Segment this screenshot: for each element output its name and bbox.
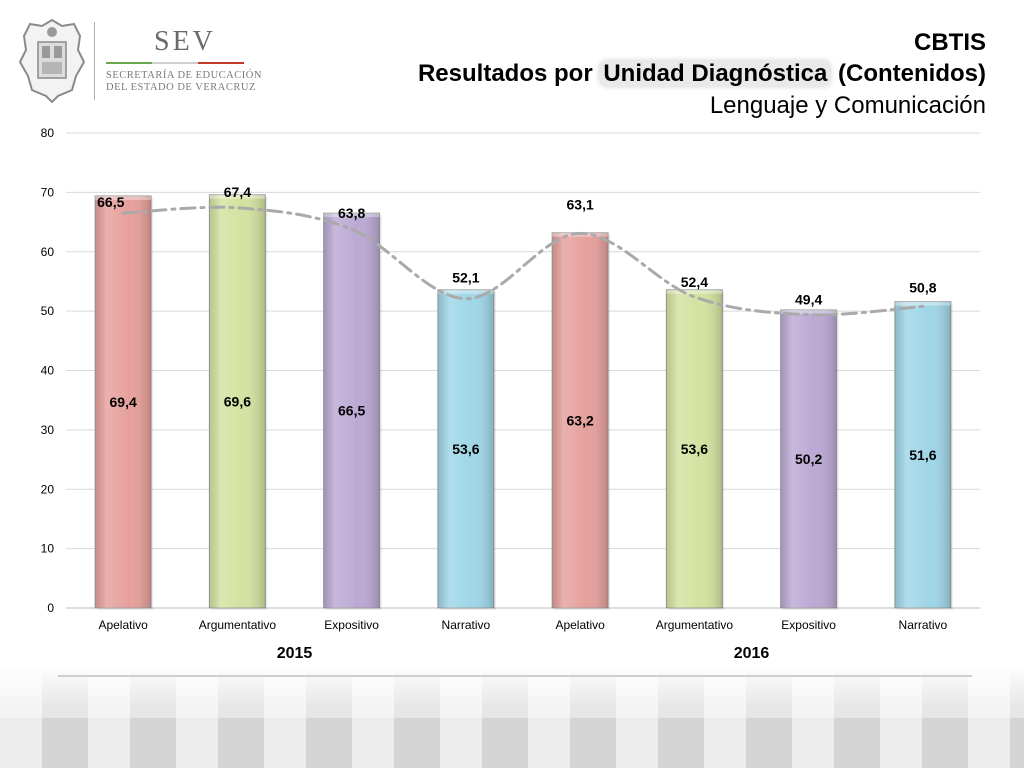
bar-value-label: 66,5 xyxy=(338,403,365,419)
bar-value-label: 53,6 xyxy=(681,441,708,457)
title-line-1: CBTIS xyxy=(914,29,986,56)
sev-logo: SEV SECRETARÍA DE EDUCACIÓN DEL ESTADO D… xyxy=(14,16,261,106)
data-labels: 69,4 69,6 66,5 53,6 63,2 53,6 50,2 51,6 66,5 67,4… xyxy=(97,184,937,467)
bar-gloss xyxy=(552,232,609,608)
line-value-label: 50,8 xyxy=(909,279,936,295)
y-tick-label: 10 xyxy=(41,542,55,556)
x-category-label: Expositivo xyxy=(781,618,836,632)
x-category-label: Argumentativo xyxy=(199,618,277,632)
y-tick-label: 50 xyxy=(41,304,55,318)
bar-gloss xyxy=(666,289,723,608)
x-axis-categories: Apelativo Argumentativo Expositivo Narrativ… xyxy=(98,618,947,632)
y-tick-label: 80 xyxy=(41,126,55,140)
background-floor xyxy=(0,668,1024,768)
trend-line-path xyxy=(121,205,925,317)
y-axis-ticks: 0 10 20 30 40 50 60 70 80 xyxy=(41,126,55,615)
crest-icon xyxy=(18,18,86,104)
line-value-label: 63,1 xyxy=(567,196,594,212)
bars xyxy=(94,194,953,610)
y-tick-label: 60 xyxy=(41,245,55,259)
bar-top xyxy=(437,289,494,294)
bar-top xyxy=(323,213,380,218)
bar-top xyxy=(894,301,951,306)
year-groups: 2015 2016 xyxy=(58,645,972,677)
bar-top xyxy=(209,194,266,199)
y-tick-label: 20 xyxy=(41,482,55,496)
title-line-2: Resultados por Unidad Diagnóstica (Conte… xyxy=(418,58,986,90)
trend-line xyxy=(121,205,925,317)
y-tick-label: 0 xyxy=(47,601,54,615)
x-category-label: Narrativo xyxy=(899,618,948,632)
y-tick-label: 70 xyxy=(41,185,55,199)
x-category-label: Expositivo xyxy=(324,618,379,632)
slide-title: CBTIS Resultados por Unidad Diagnóstica … xyxy=(418,28,986,122)
bar-top xyxy=(666,289,723,294)
line-value-label: 52,4 xyxy=(681,274,708,290)
bar-value-label: 63,2 xyxy=(567,412,594,428)
bar-value-label: 69,4 xyxy=(110,394,137,410)
title-line-2-post: (Contenidos) xyxy=(831,60,986,87)
x-category-label: Narrativo xyxy=(442,618,491,632)
line-value-label: 63,8 xyxy=(338,205,365,221)
logo-line-2: DEL ESTADO DE VERACRUZ xyxy=(106,82,256,93)
bar-gloss xyxy=(209,194,266,608)
logo-acronym: SEV xyxy=(154,26,216,57)
line-value-label: 66,5 xyxy=(97,194,124,210)
x-category-label: Apelativo xyxy=(98,618,148,632)
bar-value-label: 53,6 xyxy=(452,441,479,457)
title-line-3: Lenguaje y Comunicación xyxy=(709,92,986,119)
logo-divider xyxy=(94,22,95,100)
title-highlight: Unidad Diagnóstica xyxy=(599,60,832,87)
line-value-label: 67,4 xyxy=(224,184,251,200)
grid-lines xyxy=(66,132,980,609)
bar-value-label: 50,2 xyxy=(795,451,822,467)
x-category-label: Apelativo xyxy=(555,618,605,632)
bar-gloss xyxy=(323,213,380,608)
bar-gloss xyxy=(95,195,152,608)
bar-top xyxy=(95,195,152,200)
line-value-label: 49,4 xyxy=(795,292,822,308)
bar-gloss xyxy=(894,301,951,608)
bar-top xyxy=(780,309,837,314)
bar-value-label: 69,6 xyxy=(224,393,251,409)
logo-line-1: SECRETARÍA DE EDUCACIÓN xyxy=(106,70,262,81)
year-group-label: 2016 xyxy=(734,645,770,662)
bar-value-label: 51,6 xyxy=(909,447,936,463)
bar-gloss xyxy=(780,309,837,608)
x-category-label: Argumentativo xyxy=(656,618,734,632)
year-group-label: 2015 xyxy=(277,645,313,662)
line-value-label: 52,1 xyxy=(452,270,479,286)
bar-gloss xyxy=(437,289,494,608)
y-tick-label: 40 xyxy=(41,364,55,378)
title-line-2-pre: Resultados por xyxy=(417,60,600,87)
y-tick-label: 30 xyxy=(41,423,55,437)
